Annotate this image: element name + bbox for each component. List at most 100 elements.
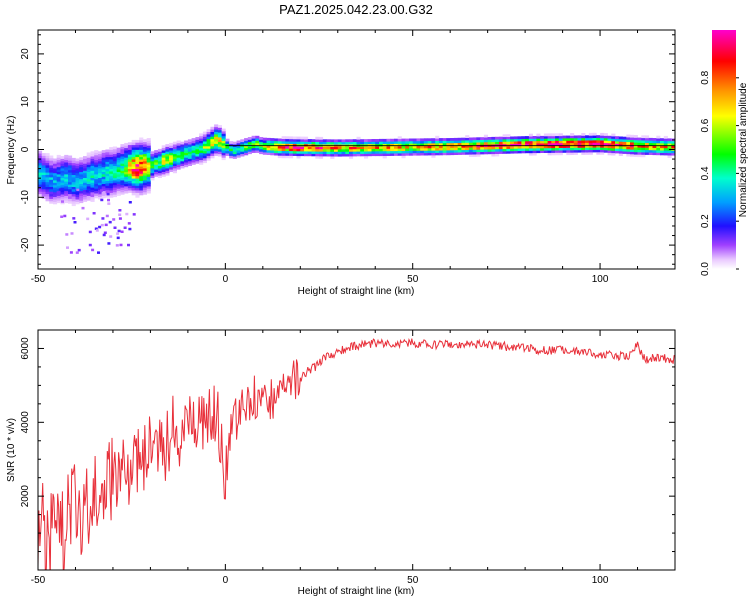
heatmap-cell	[652, 147, 657, 151]
heatmap-cell	[68, 160, 73, 164]
heatmap-cell	[551, 138, 556, 141]
heatmap-cell	[217, 151, 222, 155]
heatmap-cell	[300, 153, 305, 157]
heatmap-cell	[135, 139, 140, 143]
heatmap-cell	[45, 157, 50, 161]
heatmap-cell	[116, 174, 121, 177]
heatmap-cell	[206, 143, 211, 147]
heatmap-cell	[540, 135, 545, 139]
heatmap-cell	[371, 148, 376, 152]
heatmap-cell	[142, 187, 147, 190]
heatmap-cell	[146, 188, 151, 192]
heatmap-cell	[528, 152, 533, 156]
heatmap-cell	[199, 142, 204, 146]
heatmap-cell	[274, 145, 279, 149]
heatmap-cell	[618, 150, 623, 154]
heatmap-cell	[581, 137, 586, 141]
heatmap-cell	[498, 148, 503, 152]
heatmap-cell	[68, 172, 73, 175]
heatmap-cell	[90, 165, 95, 169]
heatmap-cell	[176, 162, 181, 165]
heatmap-cell	[53, 163, 58, 166]
heatmap-cell	[101, 171, 106, 175]
heatmap-cell	[600, 152, 605, 155]
heatmap-cell	[513, 138, 518, 142]
heatmap-cell	[326, 151, 331, 155]
heatmap-cell	[202, 143, 207, 147]
heatmap-cell	[262, 152, 267, 155]
heatmap-cell	[442, 138, 447, 141]
heatmap-cell	[438, 142, 443, 146]
heatmap-speckle	[100, 189, 103, 192]
heatmap-cell	[420, 143, 425, 146]
heatmap-cell	[98, 156, 103, 159]
heatmap-cell	[495, 139, 500, 142]
heatmap-cell	[68, 191, 73, 195]
heatmap-cell	[45, 184, 50, 187]
heatmap-cell	[394, 148, 399, 152]
heatmap-cell	[139, 166, 144, 169]
heatmap-cell	[68, 184, 73, 187]
heatmap-cell	[112, 182, 117, 186]
heatmap-cell	[124, 145, 129, 149]
heatmap-cell	[142, 177, 147, 181]
heatmap-cell	[337, 153, 342, 157]
heatmap-cell	[64, 195, 69, 199]
heatmap-cell	[615, 145, 620, 149]
heatmap-cell	[172, 144, 177, 147]
heatmap-cell	[382, 153, 387, 156]
heatmap-cell	[120, 144, 125, 147]
heatmap-cell	[142, 175, 147, 178]
heatmap-cell	[135, 168, 140, 172]
heatmap-cell	[210, 129, 215, 132]
heatmap-cell	[603, 142, 608, 146]
heatmap-cell	[112, 180, 117, 183]
heatmap-cell	[98, 182, 103, 186]
heatmap-cell	[199, 133, 204, 137]
heatmap-cell	[592, 135, 597, 138]
heatmap-cell	[206, 129, 211, 132]
heatmap-cell	[585, 147, 590, 151]
heatmap-cell	[412, 138, 417, 142]
heatmap-cell	[184, 159, 189, 163]
heatmap-speckle	[76, 188, 80, 192]
heatmap-cell	[637, 154, 642, 158]
heatmap-cell	[382, 146, 387, 149]
heatmap-cell	[262, 140, 267, 143]
heatmap-cell	[64, 181, 69, 184]
heatmap-cell	[596, 137, 601, 141]
heatmap-cell	[296, 148, 301, 152]
heatmap-cell	[592, 137, 597, 141]
heatmap-cell	[202, 138, 207, 142]
heatmap-cell	[349, 151, 354, 154]
heatmap-cell	[483, 146, 488, 150]
heatmap-cell	[525, 145, 530, 149]
heatmap-cell	[330, 153, 335, 157]
heatmap-cell	[124, 150, 129, 153]
heatmap-cell	[289, 155, 294, 159]
heatmap-cell	[165, 156, 170, 159]
heatmap-cell	[540, 138, 545, 142]
heatmap-cell	[124, 142, 129, 146]
heatmap-cell	[427, 145, 432, 149]
heatmap-cell	[120, 172, 125, 176]
heatmap-cell	[135, 156, 140, 160]
heatmap-cell	[240, 141, 245, 145]
heatmap-cell	[139, 154, 144, 158]
heatmap-cell	[465, 135, 470, 138]
heatmap-cell	[75, 168, 80, 171]
heatmap-cell	[142, 158, 147, 162]
heatmap-cell	[465, 142, 470, 146]
heatmap-cell	[577, 142, 582, 146]
heatmap-cell	[124, 169, 129, 172]
heatmap-cell	[667, 140, 672, 144]
heatmap-cell	[199, 150, 204, 153]
heatmap-cell	[214, 134, 219, 137]
heatmap-cell	[38, 181, 43, 185]
heatmap-cell	[41, 177, 46, 180]
heatmap-cell	[53, 184, 58, 188]
heatmap-cell	[506, 148, 511, 152]
heatmap-cell	[217, 144, 222, 147]
heatmap-cell	[345, 141, 350, 145]
heatmap-cell	[135, 190, 140, 193]
